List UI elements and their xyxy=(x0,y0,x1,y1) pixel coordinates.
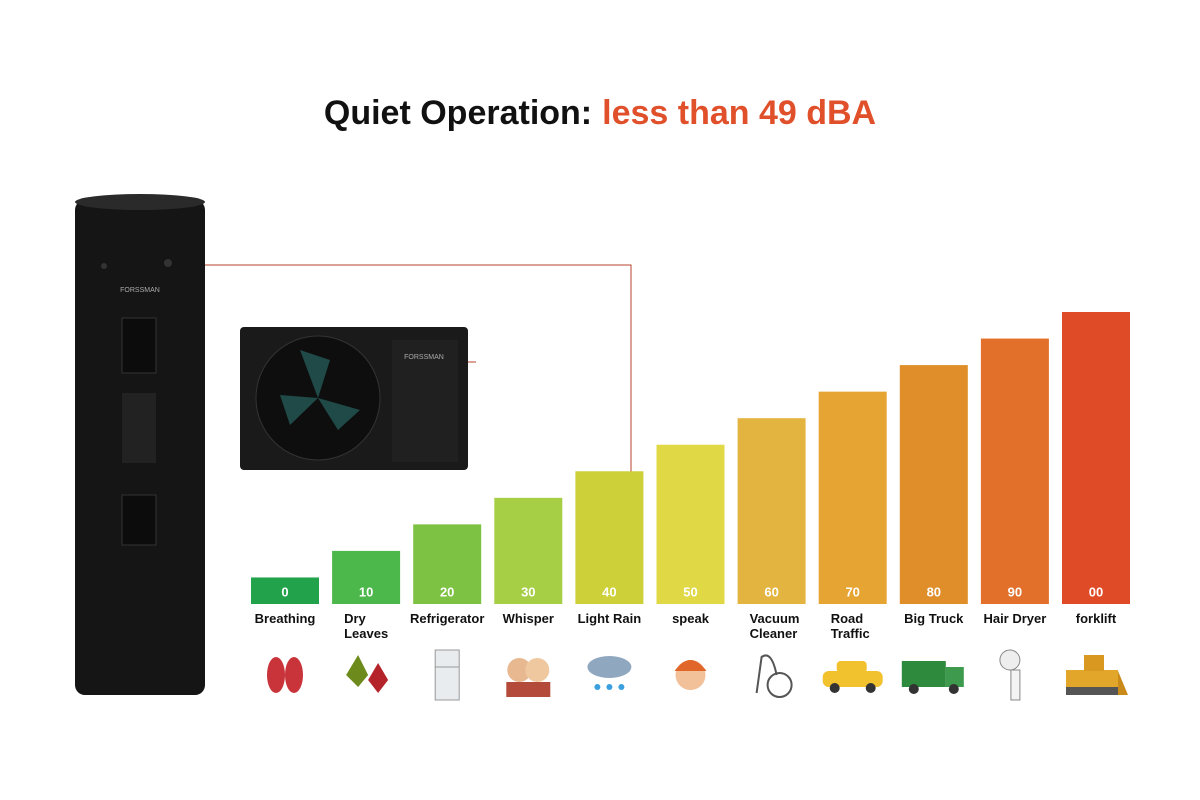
value-label: 30 xyxy=(521,584,535,599)
value-label: 40 xyxy=(602,584,616,599)
value-label: 60 xyxy=(764,584,778,599)
bar xyxy=(251,577,319,604)
category-label: Hair Dryer xyxy=(983,611,1047,626)
category-icon xyxy=(822,661,883,693)
connector-line xyxy=(205,264,632,518)
category-icon xyxy=(999,649,1021,701)
value-label: 70 xyxy=(845,584,859,599)
category-label: speak xyxy=(672,611,709,626)
bar xyxy=(899,365,968,604)
value-label: 50 xyxy=(683,584,697,599)
value-label: 0 xyxy=(281,584,288,599)
value-label: 00 xyxy=(1089,584,1103,599)
bar xyxy=(656,444,725,604)
bar xyxy=(575,471,644,604)
category-label: Road Traffic xyxy=(830,611,870,641)
category-label: Light Rain xyxy=(577,611,642,626)
category-label: Breathing xyxy=(254,611,316,626)
value-label: 20 xyxy=(440,584,454,599)
category-icon xyxy=(434,649,460,701)
category-label: forklift xyxy=(1075,611,1117,626)
svg-text:FORSSMAN: FORSSMAN xyxy=(120,287,160,294)
bar xyxy=(413,524,482,604)
bar xyxy=(1062,312,1130,604)
category-label: Big Truck xyxy=(904,611,964,626)
category-icon xyxy=(674,660,707,690)
bar xyxy=(980,338,1049,604)
value-label: 90 xyxy=(1008,584,1022,599)
category-label: Whisper xyxy=(502,611,554,626)
svg-text:FORSSMAN: FORSSMAN xyxy=(404,354,444,361)
value-label: 80 xyxy=(927,584,941,599)
value-label: 10 xyxy=(359,584,373,599)
category-label: Refrigerator xyxy=(409,611,485,626)
heat-pump-unit: FORSSMAN xyxy=(240,327,468,470)
water-tank: FORSSMAN xyxy=(75,194,205,695)
bar xyxy=(818,391,887,604)
bar xyxy=(332,550,401,604)
title-highlight: less than 49 dBA xyxy=(602,94,876,132)
category-icon xyxy=(1066,655,1128,695)
category-icon xyxy=(346,655,389,693)
title-main: Quiet Operation: xyxy=(324,94,592,132)
bar xyxy=(494,497,563,604)
category-icon xyxy=(506,658,551,697)
category-icon xyxy=(267,657,303,693)
category-icon xyxy=(755,654,793,698)
category-label: Dry Leaves xyxy=(344,611,389,641)
bar xyxy=(737,418,806,604)
chart-title: Quiet Operation: less than 49 dBA xyxy=(324,94,876,132)
category-icon xyxy=(587,656,632,690)
category-label: Vacuum Cleaner xyxy=(749,611,800,641)
category-icon xyxy=(901,661,964,694)
